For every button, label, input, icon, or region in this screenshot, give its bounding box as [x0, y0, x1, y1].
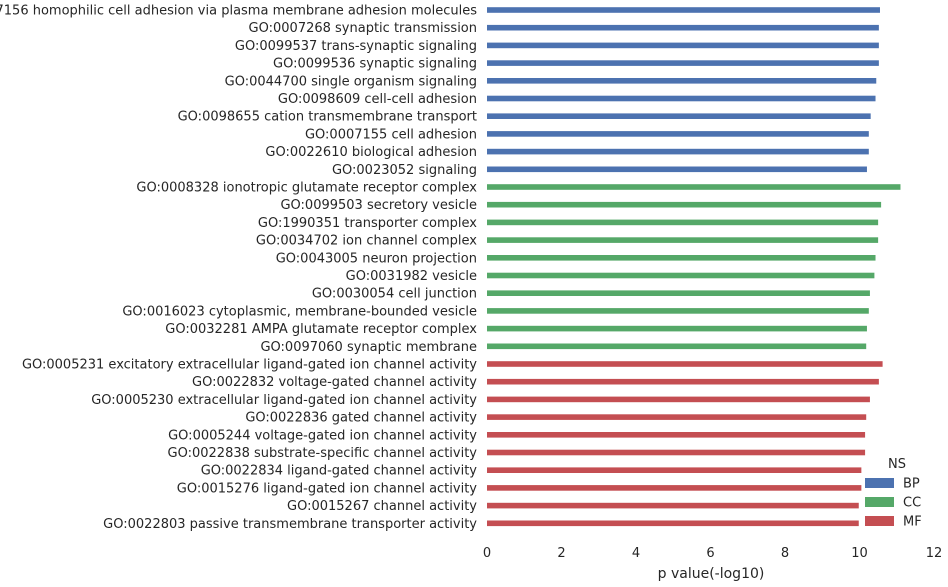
category-label: GO:0022836 gated channel activity — [245, 411, 477, 426]
category-label: GO:0008328 ionotropic glutamate receptor… — [136, 181, 477, 196]
bar-mf — [487, 378, 879, 385]
bar-mf — [487, 361, 883, 367]
bar-cc — [487, 290, 870, 296]
bars-layer — [487, 7, 901, 527]
bar-bp — [487, 7, 880, 13]
bar-bp — [487, 78, 877, 84]
category-label: GO:0032281 AMPA glutamate receptor compl… — [165, 322, 477, 337]
x-tick-label: 6 — [706, 546, 714, 561]
category-label: GO:0022838 substrate-specific channel ac… — [168, 446, 478, 461]
bar-cc — [487, 255, 876, 261]
bar-mf — [487, 520, 859, 527]
legend: NS BP CC MF — [865, 457, 922, 530]
category-label: GO:0016023 cytoplasmic, membrane-bounded… — [122, 304, 477, 319]
category-label: GO:0098655 cation transmembrane transpor… — [178, 110, 477, 125]
bar-cc — [487, 184, 901, 190]
bar-cc — [487, 272, 875, 279]
bar-mf — [487, 432, 866, 438]
category-label: GO:0005230 extracellular ligand-gated io… — [91, 393, 477, 408]
category-label: GO:0043005 neuron projection — [276, 251, 477, 266]
bar-cc — [487, 308, 869, 314]
category-label: GO:0022803 passive transmembrane transpo… — [103, 517, 477, 532]
bar-mf — [487, 485, 862, 491]
bar-cc — [487, 325, 867, 332]
legend-label-bp: BP — [903, 477, 920, 492]
category-label: GO:0031982 vesicle — [346, 269, 477, 284]
bar-mf — [487, 449, 866, 456]
legend-label-cc: CC — [903, 496, 921, 511]
bar-cc — [487, 343, 867, 350]
bar-bp — [487, 148, 869, 155]
category-label: GO:0022834 ligand-gated channel activity — [201, 464, 478, 479]
x-tick-label: 12 — [926, 546, 943, 561]
bar-cc — [487, 237, 879, 243]
x-tick-label: 0 — [483, 546, 491, 561]
category-label: GO:0007156 homophilic cell adhesion via … — [0, 4, 477, 19]
category-label: GO:0015276 ligand-gated ion channel acti… — [177, 481, 478, 496]
category-label: GO:0044700 single organism signaling — [225, 74, 477, 89]
bar-cc — [487, 219, 879, 226]
category-label: GO:0099536 synaptic signaling — [273, 57, 477, 72]
bar-mf — [487, 414, 867, 420]
category-label: GO:0007268 synaptic transmission — [249, 21, 477, 36]
bar-bp — [487, 95, 876, 102]
bar-bp — [487, 24, 879, 31]
x-axis: 0 2 4 6 8 10 12 — [483, 546, 942, 561]
category-labels: GO:0007156 homophilic cell adhesion via … — [0, 4, 477, 532]
category-label: GO:0099537 trans-synaptic signaling — [235, 39, 477, 54]
category-label: GO:0034702 ion channel complex — [256, 234, 477, 249]
bar-cc — [487, 201, 882, 208]
bar-mf — [487, 396, 870, 403]
category-label: GO:0098609 cell-cell adhesion — [278, 92, 477, 107]
x-axis-title: p value(-log10) — [658, 566, 765, 582]
x-tick-label: 4 — [632, 546, 640, 561]
bar-bp — [487, 131, 869, 137]
category-label: GO:0097060 synaptic membrane — [260, 340, 477, 355]
x-tick-label: 2 — [557, 546, 565, 561]
bar-bp — [487, 113, 871, 119]
bar-mf — [487, 467, 862, 473]
category-label: GO:0023052 signaling — [332, 163, 477, 178]
category-label: GO:0099503 secretory vesicle — [280, 198, 477, 213]
legend-swatch-mf — [865, 516, 894, 526]
category-label: GO:0022832 voltage-gated channel activit… — [192, 375, 477, 390]
category-label: GO:0005244 voltage-gated ion channel act… — [168, 428, 477, 443]
bar-bp — [487, 166, 867, 173]
category-label: GO:1990351 transporter complex — [258, 216, 477, 231]
category-label: GO:0030054 cell junction — [312, 287, 477, 302]
category-label: GO:0022610 biological adhesion — [265, 145, 477, 160]
legend-swatch-cc — [865, 497, 894, 507]
bar-bp — [487, 60, 879, 66]
category-label: GO:0005231 excitatory extracellular liga… — [22, 358, 477, 373]
category-label: GO:0007155 cell adhesion — [305, 127, 477, 142]
legend-label-mf: MF — [903, 515, 922, 530]
x-tick-label: 8 — [781, 546, 789, 561]
legend-title: NS — [888, 457, 906, 472]
bar-mf — [487, 502, 859, 509]
bar-bp — [487, 42, 879, 49]
x-tick-label: 10 — [851, 546, 868, 561]
category-label: GO:0015267 channel activity — [287, 499, 477, 514]
legend-swatch-bp — [865, 478, 894, 488]
